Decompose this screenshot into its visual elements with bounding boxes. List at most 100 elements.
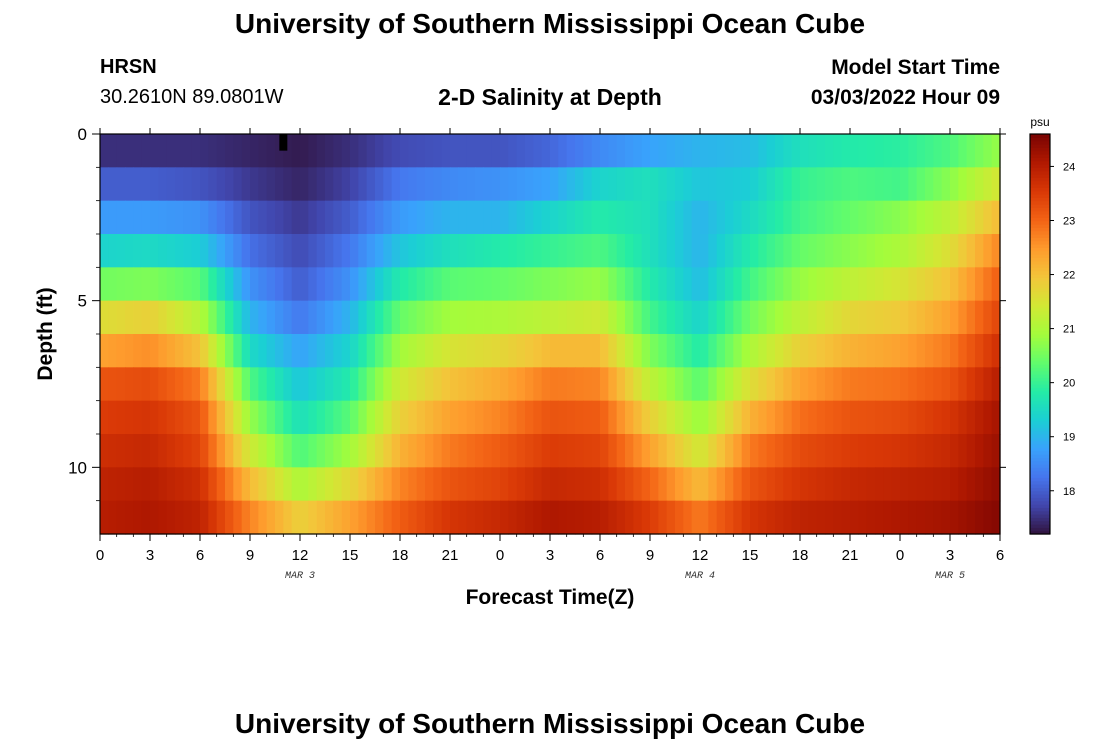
heatmap-cell bbox=[916, 134, 926, 168]
colorbar-swatch bbox=[1030, 414, 1050, 418]
heatmap-cell bbox=[458, 467, 468, 502]
heatmap-cell bbox=[525, 134, 534, 168]
heatmap-cell bbox=[483, 367, 493, 402]
heatmap-cell bbox=[391, 500, 401, 535]
heatmap-cell bbox=[283, 167, 293, 202]
heatmap-cell bbox=[633, 334, 643, 368]
colorbar-swatch bbox=[1030, 137, 1050, 142]
heatmap-cell bbox=[433, 334, 443, 368]
colorbar-swatch bbox=[1030, 337, 1050, 342]
heatmap-cell bbox=[666, 267, 676, 302]
colorbar-swatch bbox=[1030, 530, 1050, 535]
heatmap-cell bbox=[533, 167, 543, 202]
heatmap-cell bbox=[391, 334, 401, 368]
heatmap-cell bbox=[750, 434, 759, 468]
heatmap-cell bbox=[133, 167, 143, 202]
heatmap-cell bbox=[941, 500, 951, 535]
colorbar-swatch bbox=[1030, 160, 1050, 165]
heatmap-cell bbox=[616, 367, 626, 402]
heatmap-cell bbox=[416, 467, 426, 502]
colorbar-swatch bbox=[1030, 334, 1050, 338]
heatmap-cell bbox=[175, 334, 184, 368]
heatmap-cell bbox=[191, 500, 201, 535]
heatmap-cell bbox=[766, 234, 776, 268]
x-tick-label: 0 bbox=[896, 547, 904, 564]
heatmap-cell bbox=[616, 300, 626, 335]
heatmap-cell bbox=[575, 334, 584, 368]
heatmap-cell bbox=[583, 167, 593, 202]
heatmap-cell bbox=[658, 367, 668, 402]
heatmap-cell bbox=[641, 267, 651, 302]
heatmap-cell bbox=[475, 467, 484, 502]
heatmap-cell bbox=[383, 167, 393, 202]
heatmap-cell bbox=[758, 367, 768, 402]
heatmap-cell bbox=[183, 367, 193, 402]
heatmap-cell bbox=[283, 500, 293, 535]
heatmap-cell bbox=[508, 134, 518, 168]
heatmap-cell bbox=[125, 234, 134, 268]
heatmap-cell bbox=[308, 500, 318, 535]
heatmap-cell bbox=[758, 500, 768, 535]
heatmap-cell bbox=[275, 467, 284, 502]
heatmap-cell bbox=[200, 400, 209, 435]
heatmap-cell bbox=[866, 467, 876, 502]
heatmap-cell bbox=[858, 500, 868, 535]
heatmap-cell bbox=[233, 234, 243, 268]
colorbar-swatch bbox=[1030, 240, 1050, 245]
heatmap-cell bbox=[508, 500, 518, 535]
colorbar-swatch bbox=[1030, 257, 1050, 262]
heatmap-cell bbox=[925, 367, 934, 402]
heatmap-cell bbox=[375, 234, 384, 268]
heatmap-cell bbox=[175, 134, 184, 168]
heatmap-cell bbox=[266, 167, 276, 202]
heatmap-cell bbox=[733, 334, 743, 368]
heatmap-cell bbox=[133, 200, 143, 235]
heatmap-cell bbox=[316, 300, 326, 335]
heatmap-cell bbox=[791, 300, 801, 335]
heatmap-cell bbox=[875, 167, 884, 202]
heatmap-cell bbox=[141, 334, 151, 368]
heatmap-cell bbox=[383, 300, 393, 335]
colorbar-swatch bbox=[1030, 427, 1050, 432]
heatmap-cell bbox=[983, 334, 993, 368]
heatmap-cell bbox=[466, 267, 476, 302]
heatmap-cell bbox=[158, 334, 168, 368]
heatmap-cell bbox=[400, 500, 409, 535]
heatmap-cell bbox=[708, 300, 718, 335]
heatmap-cell bbox=[633, 200, 643, 235]
heatmap-cell bbox=[791, 167, 801, 202]
heatmap-cell bbox=[316, 267, 326, 302]
heatmap-cell bbox=[816, 234, 826, 268]
heatmap-cell bbox=[900, 400, 909, 435]
heatmap-cell bbox=[750, 367, 759, 402]
heatmap-cell bbox=[500, 400, 509, 435]
heatmap-cell bbox=[241, 434, 251, 468]
heatmap-cell bbox=[958, 400, 968, 435]
heatmap-cell bbox=[483, 467, 493, 502]
heatmap-cell bbox=[358, 167, 368, 202]
heatmap-cell bbox=[908, 500, 918, 535]
heatmap-cell bbox=[741, 434, 751, 468]
heatmap-cell bbox=[758, 434, 768, 468]
heatmap-cell bbox=[650, 467, 659, 502]
heatmap-cell bbox=[550, 400, 559, 435]
heatmap-cell bbox=[658, 134, 668, 168]
heatmap-cell bbox=[658, 234, 668, 268]
heatmap-cell bbox=[783, 300, 793, 335]
heatmap-cell bbox=[783, 500, 793, 535]
heatmap-cell bbox=[750, 234, 759, 268]
heatmap-cell bbox=[633, 367, 643, 402]
heatmap-cell bbox=[675, 267, 684, 302]
heatmap-cell bbox=[266, 500, 276, 535]
heatmap-cell bbox=[475, 234, 484, 268]
heatmap-cell bbox=[983, 200, 993, 235]
colorbar-swatch bbox=[1030, 454, 1050, 458]
heatmap-cell bbox=[100, 234, 109, 268]
heatmap-cell bbox=[291, 267, 301, 302]
heatmap-cell bbox=[533, 300, 543, 335]
heatmap-cell bbox=[700, 500, 709, 535]
heatmap-cell bbox=[675, 400, 684, 435]
heatmap-cell bbox=[558, 200, 568, 235]
heatmap-cell bbox=[791, 267, 801, 302]
heatmap-cell bbox=[208, 234, 218, 268]
